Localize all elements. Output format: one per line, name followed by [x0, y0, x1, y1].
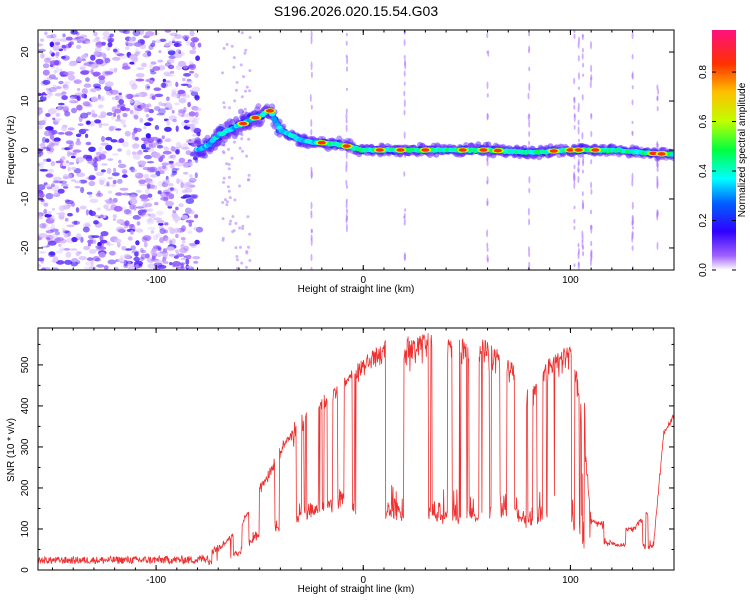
spectrogram-xlabel: Height of straight line (km)	[298, 284, 415, 295]
snr-ytick-label: 300	[20, 438, 31, 455]
snr-frame	[37, 327, 675, 571]
snr-ytick-label: 100	[20, 520, 31, 537]
spectrogram-noise	[38, 30, 660, 270]
spectrogram-xtick-label: 100	[562, 275, 579, 286]
snr-panel: -100 0 100 0 100 200 300 400 500 Height of stra…	[6, 327, 675, 595]
snr-xlabel: Height of straight line (km)	[298, 584, 415, 595]
snr-ytick-label: 0	[20, 567, 31, 573]
snr-ylabel: SNR (10 * v/v)	[6, 418, 17, 482]
spectrogram-xtick-label: -100	[146, 275, 166, 286]
colorbar-tick-label: 0.4	[698, 164, 709, 178]
spectrogram-ylabel: Frequency (Hz)	[6, 116, 17, 185]
colorbar-tick-label: 0.2	[698, 213, 709, 227]
spectrogram-ytick-label: 20	[20, 46, 31, 58]
colorbar-tick-label: 0.6	[698, 114, 709, 128]
spectrogram-xtick-label: 0	[360, 275, 366, 286]
snr-series-line	[38, 333, 674, 566]
colorbar-label: Normalized spectral amplitude	[737, 82, 748, 217]
spectrogram-ytick-label: 10	[20, 95, 31, 107]
snr-xtick-label: 100	[562, 575, 579, 586]
snr-xtick-label: -100	[146, 575, 166, 586]
figure-title: S196.2026.020.15.54.G03	[274, 3, 438, 19]
colorbar-bar	[712, 30, 736, 270]
colorbar: 0.0 0.2 0.4 0.6 0.8 Normalized spectral ampl…	[698, 30, 748, 277]
spectrogram-ridge	[194, 103, 674, 162]
snr-ytick-label: 500	[20, 356, 31, 373]
snr-ytick-label: 200	[20, 479, 31, 496]
colorbar-tick-label: 0.0	[698, 263, 709, 277]
spectrogram-ytick-label: -20	[20, 240, 31, 255]
spectrogram-ytick-label: -10	[20, 191, 31, 206]
spectrogram-ytick-label: 0	[20, 147, 31, 153]
snr-xtick-label: 0	[360, 575, 366, 586]
snr-ytick-label: 400	[20, 397, 31, 414]
colorbar-tick-label: 0.8	[698, 65, 709, 79]
